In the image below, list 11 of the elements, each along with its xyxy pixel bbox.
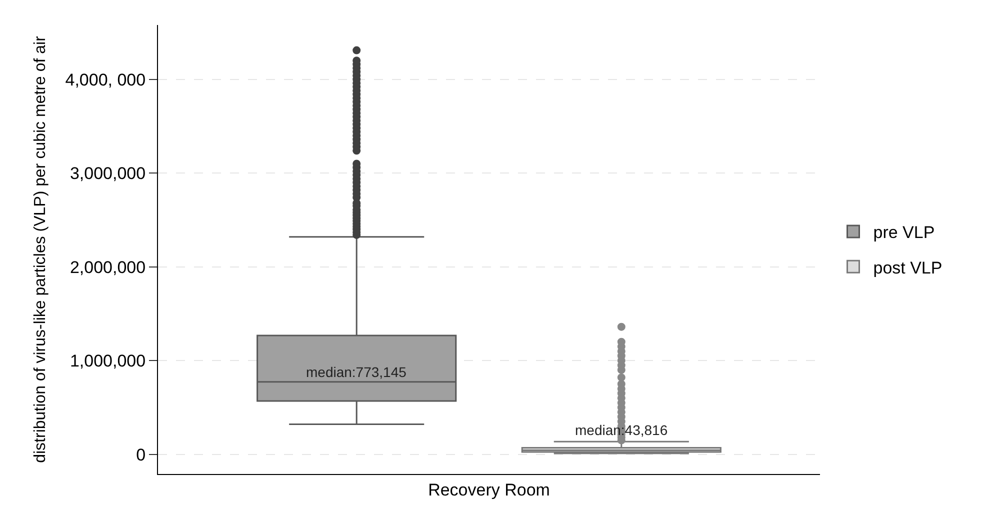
legend-label: pre VLP <box>873 223 935 242</box>
y-tick-label: 4,000, 000 <box>65 70 146 90</box>
y-tick-label: 2,000,000 <box>70 258 146 277</box>
y-tick-label: 0 <box>136 445 146 464</box>
y-tick-label: 3,000,000 <box>70 164 146 184</box>
y-axis-title: distribution of virus-like particles (VLP) per cubic metre of air <box>32 35 50 463</box>
legend-label: post VLP <box>873 258 942 278</box>
annotation: median:43,816 <box>575 422 668 438</box>
y-tick-label: 1,000,000 <box>70 352 146 371</box>
annotation: median:773,145 <box>306 364 407 380</box>
x-tick-label: Recovery Room <box>428 480 550 500</box>
